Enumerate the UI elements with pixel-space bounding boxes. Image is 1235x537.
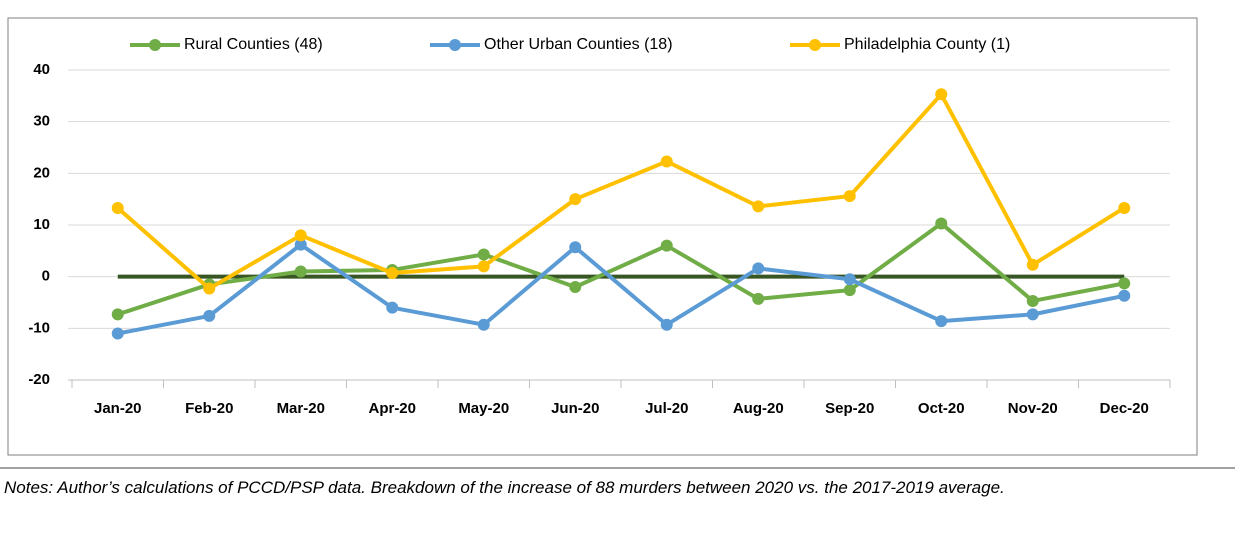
x-tick-label: May-20 [458, 400, 509, 417]
x-tick-label: Sep-20 [825, 400, 874, 417]
data-point [1118, 289, 1131, 302]
data-point [203, 282, 216, 295]
data-point [843, 284, 856, 297]
data-point [660, 239, 673, 252]
chart-border [7, 17, 1198, 456]
x-tick-label: Oct-20 [918, 400, 965, 417]
y-tick-label: 20 [33, 164, 50, 181]
data-point [294, 238, 307, 251]
legend-marker [809, 39, 821, 51]
x-tick-label: Jun-20 [551, 400, 599, 417]
data-point [1026, 308, 1039, 321]
data-point [660, 318, 673, 331]
data-point [1026, 258, 1039, 271]
data-point [935, 315, 948, 328]
data-point [111, 327, 124, 340]
data-point [1118, 277, 1131, 290]
chart: -20 -10 0 10 20 30 40 Jan-20 Feb-20 Mar-20 Apr-20 M… [0, 17, 1235, 469]
series-line [117, 221, 1125, 317]
data-point [569, 241, 582, 254]
x-tick-label: Apr-20 [368, 400, 416, 417]
data-point [1118, 201, 1131, 214]
legend-marker [149, 39, 161, 51]
legend-label: Philadelphia County (1) [844, 36, 1010, 53]
data-point [1026, 294, 1039, 307]
y-tick-label: 40 [33, 61, 50, 78]
data-point [203, 309, 216, 322]
data-point [843, 273, 856, 286]
data-point [386, 267, 399, 280]
data-point [477, 260, 490, 273]
series-line [116, 92, 1126, 291]
data-point [935, 88, 948, 101]
series-line [117, 242, 1125, 336]
x-tick-label: Feb-20 [185, 400, 233, 417]
data-point [569, 193, 582, 206]
y-tick-label: 30 [33, 113, 50, 130]
data-point [294, 229, 307, 242]
x-tick-label: Nov-20 [1008, 400, 1058, 417]
y-tick-label: -10 [28, 319, 50, 336]
notes: Notes: Author’s calculations of PCCD/PSP… [4, 478, 1005, 497]
legend-label: Rural Counties (48) [184, 36, 323, 53]
data-point [294, 265, 307, 278]
data-point [111, 201, 124, 214]
data-point [477, 318, 490, 331]
x-tick-label: Aug-20 [733, 400, 784, 417]
data-point [935, 217, 948, 230]
y-tick-label: 0 [42, 268, 50, 285]
data-point [386, 301, 399, 314]
y-tick-label: -20 [28, 371, 50, 388]
x-tick-label: Dec-20 [1100, 400, 1149, 417]
data-point [660, 155, 673, 168]
data-point [111, 308, 124, 321]
x-tick-label: Jul-20 [645, 400, 688, 417]
data-point [752, 200, 765, 213]
data-point [752, 262, 765, 275]
data-point [569, 281, 582, 293]
data-point [843, 190, 856, 203]
y-tick-label: 10 [33, 216, 50, 233]
data-point [477, 248, 490, 261]
legend-label: Other Urban Counties (18) [484, 36, 673, 53]
x-tick-label: Jan-20 [94, 400, 142, 417]
x-tick-label: Mar-20 [277, 400, 325, 417]
legend-marker [449, 39, 461, 51]
data-point [752, 292, 765, 305]
